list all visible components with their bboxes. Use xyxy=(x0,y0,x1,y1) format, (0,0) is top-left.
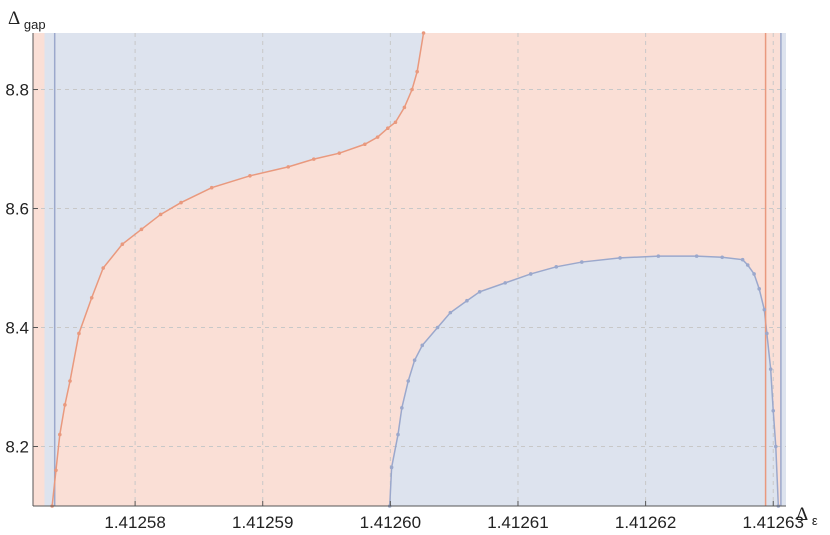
x-tick-label: 1.41260 xyxy=(360,513,421,532)
boundary-point-upper-left xyxy=(209,185,214,190)
boundary-point-upper-left xyxy=(77,331,81,336)
boundary-point-upper-left xyxy=(386,126,390,130)
x-tick-label: 1.41263 xyxy=(743,513,804,532)
x-tick-label: 1.41261 xyxy=(487,513,548,532)
boundary-point-upper-left xyxy=(421,31,426,35)
gridlines xyxy=(33,33,786,506)
boundary-point-upper-left xyxy=(393,120,398,125)
boundary-point-lower-right xyxy=(554,265,559,269)
boundary-point-lower-right xyxy=(503,281,508,285)
axes xyxy=(32,33,786,507)
boundary-point-upper-left xyxy=(139,227,144,232)
excluded-region-lower-right xyxy=(389,256,779,506)
boundary-point-upper-left xyxy=(415,69,419,74)
boundary-point-lower-right xyxy=(720,255,724,260)
x-tick-label: 1.41259 xyxy=(232,513,293,532)
boundary-point-upper-left xyxy=(120,242,125,247)
boundary-point-upper-left xyxy=(158,212,163,217)
boundary-point-lower-right xyxy=(752,272,756,276)
boundary-point-lower-right xyxy=(757,287,761,291)
boundary-point-upper-left xyxy=(58,432,62,437)
boundary-point-lower-right xyxy=(528,272,533,276)
boundary-point-upper-left xyxy=(68,379,72,383)
y-tick-label: 8.2 xyxy=(5,438,29,457)
y-axis-label: Δ gap xyxy=(8,8,46,32)
boundary-point-upper-left xyxy=(101,266,105,270)
boundary-point-lower-right xyxy=(771,409,776,413)
boundary-point-lower-right xyxy=(389,465,394,470)
boundary-point-upper-left xyxy=(54,468,58,473)
boundary-point-lower-right xyxy=(412,358,417,363)
boundary-point-lower-right xyxy=(773,444,778,449)
boundary-point-lower-right xyxy=(400,406,404,410)
x-axis-label-main: Δ xyxy=(796,504,808,525)
boundary-point-lower-right xyxy=(740,257,745,262)
boundary-point-lower-right xyxy=(448,310,453,315)
y-tick-label: 8.6 xyxy=(5,200,29,219)
boundary-point-upper-left xyxy=(179,200,183,205)
x-tick-labels: 1.41258 1.41259 1.41260 1.41261 1.41262 1.412… xyxy=(104,513,804,532)
boundary-point-lower-right xyxy=(477,290,482,294)
y-axis-label-main: Δ xyxy=(8,8,20,29)
y-tick-label: 8.8 xyxy=(5,81,29,100)
boundary-point-lower-right xyxy=(694,254,699,258)
boundary-point-lower-right xyxy=(406,379,411,383)
boundary-point-upper-left xyxy=(248,173,252,178)
boundary-point-upper-left xyxy=(311,157,316,161)
boundary-point-upper-left xyxy=(89,295,94,300)
boundary-points xyxy=(50,31,781,508)
boundary-point-lower-right xyxy=(768,367,773,371)
boundary-point-lower-right xyxy=(656,254,661,258)
excluded-strip-left xyxy=(44,33,55,506)
x-axis-label-sub: ε xyxy=(812,513,818,528)
y-tick-labels: 8.2 8.4 8.6 8.8 xyxy=(5,81,29,457)
y-tick-label: 8.4 xyxy=(5,319,29,338)
boundary-point-lower-right xyxy=(762,307,767,312)
plot-area xyxy=(33,33,786,506)
boundary-point-upper-left xyxy=(337,151,342,155)
excluded-strip-right xyxy=(780,33,786,506)
x-axis-label: Δ ε xyxy=(796,504,818,528)
x-tick-label: 1.41258 xyxy=(104,513,165,532)
boundary-point-lower-right xyxy=(745,263,750,267)
boundary-point-lower-right xyxy=(465,298,469,303)
y-axis-label-sub: gap xyxy=(24,17,46,32)
boundary-point-lower-right xyxy=(435,325,440,330)
boundary-point-upper-left xyxy=(286,165,291,169)
boundary-point-upper-left xyxy=(363,142,367,147)
boundary-point-upper-left xyxy=(402,105,407,110)
excluded-region-upper-left xyxy=(52,33,424,506)
boundary-point-upper-left xyxy=(375,135,380,139)
boundary-point-upper-left xyxy=(63,403,67,407)
boundary-point-lower-right xyxy=(618,256,622,260)
boundary-point-lower-right xyxy=(765,331,769,336)
boundary-point-lower-right xyxy=(420,343,425,348)
x-tick-label: 1.41262 xyxy=(615,513,676,532)
boundary-point-upper-left xyxy=(410,87,414,92)
boundary-point-lower-right xyxy=(396,432,400,437)
boundary-point-lower-right xyxy=(579,260,584,264)
